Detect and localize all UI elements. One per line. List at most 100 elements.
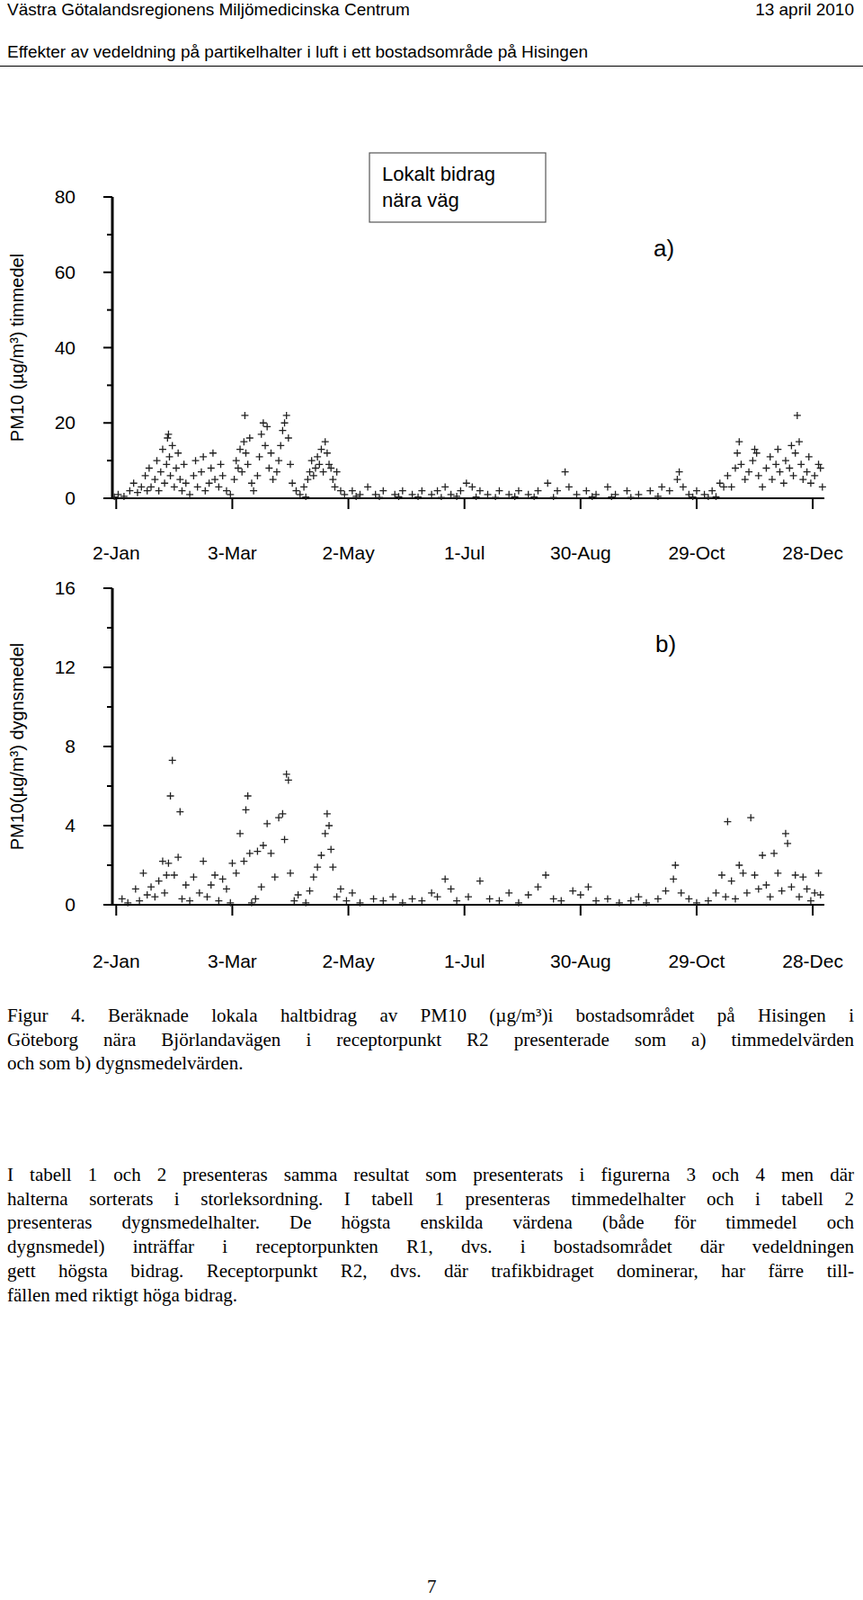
data-point (799, 475, 807, 483)
data-point (495, 897, 503, 905)
data-point (550, 894, 558, 902)
data-point (211, 475, 219, 483)
data-point (803, 468, 811, 476)
data-point (302, 898, 310, 907)
charts: 0204060802-Jan3-Mar2-May1-Jul30-Aug29-Oc… (0, 0, 863, 1600)
data-point (258, 430, 266, 438)
data-point (735, 861, 743, 869)
data-point (491, 493, 499, 500)
x-tick-label: 29-Oct (667, 542, 725, 563)
data-point (176, 475, 184, 483)
data-point (214, 897, 223, 905)
data-point (615, 898, 623, 907)
data-point (284, 775, 293, 783)
data-point (782, 456, 790, 464)
data-point (774, 869, 782, 877)
data-point (170, 482, 178, 490)
data-point (758, 482, 766, 490)
data-point (762, 880, 770, 889)
data-point (133, 489, 142, 497)
data-point (787, 882, 795, 890)
data-point (486, 894, 494, 902)
data-point (472, 493, 481, 500)
data-point (434, 892, 442, 900)
data-point (124, 898, 132, 907)
chart-1: 04812162-Jan3-Mar2-May1-Jul30-Aug29-Oct2… (7, 577, 844, 971)
data-point (817, 464, 825, 472)
data-point (329, 863, 337, 871)
data-point (145, 464, 153, 472)
data-point (453, 897, 461, 905)
data-point (248, 479, 256, 487)
data-point (249, 487, 258, 495)
y-minor-tick (106, 626, 113, 629)
data-point (762, 464, 770, 472)
x-tick (811, 498, 814, 509)
title-line: Lokalt bidrag (382, 162, 496, 186)
points (118, 756, 825, 906)
data-point (815, 869, 823, 877)
body-line: presenteras dygnsmedelhalter. De högsta … (7, 1210, 855, 1234)
data-point (733, 449, 741, 457)
data-point (543, 479, 552, 487)
y-axis-label: PM10 (µg/m³) timmedel (7, 253, 27, 442)
body-line: dygnsmedel) inträffar i receptorpunkten … (7, 1235, 855, 1258)
data-point (201, 487, 209, 495)
data-point (240, 857, 248, 865)
data-point (743, 889, 751, 897)
caption-line: Figur 4. Beräknade lokala haltbidrag av … (7, 1004, 855, 1027)
data-point (795, 892, 803, 900)
data-point (511, 492, 519, 500)
y-tick-label: 0 (64, 487, 76, 508)
x-tick (115, 498, 117, 509)
data-point (164, 430, 172, 438)
data-point (311, 464, 320, 472)
data-point (167, 471, 175, 480)
data-point (302, 493, 310, 500)
x-tick-label: 2-May (321, 542, 375, 563)
data-point (515, 487, 523, 495)
data-point (321, 437, 330, 445)
data-point (337, 487, 345, 495)
data-point (242, 805, 250, 813)
y-axis-label: PM10(µg/m³) dygnsmedel (7, 642, 27, 851)
data-point (604, 482, 612, 490)
data-point (739, 869, 748, 877)
data-point (807, 897, 815, 905)
data-point (263, 422, 271, 430)
body-line: halterna sorterats i storleksordning. I … (7, 1187, 855, 1210)
data-point (275, 813, 283, 821)
data-point (364, 482, 372, 490)
data-point (313, 863, 321, 871)
body-line: gett högsta bidrag. Receptorpunkt R2, dv… (7, 1259, 855, 1282)
data-point (137, 482, 145, 490)
data-point (306, 468, 314, 476)
data-point (219, 471, 227, 480)
data-point (236, 829, 244, 837)
caption-text: Göteborg nära Björlandavägen i receptorp… (7, 1028, 855, 1050)
data-point (192, 456, 200, 464)
data-point (785, 464, 793, 472)
data-point (130, 479, 138, 487)
data-point (256, 453, 264, 461)
data-point (240, 437, 248, 445)
y-tick (103, 745, 113, 748)
data-point (174, 853, 182, 861)
data-point (226, 490, 234, 499)
data-point (327, 464, 335, 472)
data-point (317, 445, 325, 454)
data-point (147, 882, 155, 890)
data-point (180, 460, 188, 468)
title-line: nära väg (382, 188, 460, 212)
data-point (157, 468, 165, 476)
data-point (770, 849, 778, 857)
data-point (418, 897, 426, 905)
data-point (177, 894, 186, 902)
data-point (462, 479, 471, 487)
data-point (741, 475, 749, 483)
data-point (288, 479, 296, 487)
data-point (447, 884, 455, 892)
data-point (375, 493, 383, 500)
data-point (805, 453, 813, 461)
x-tick-label: 28-Dec (782, 950, 844, 971)
